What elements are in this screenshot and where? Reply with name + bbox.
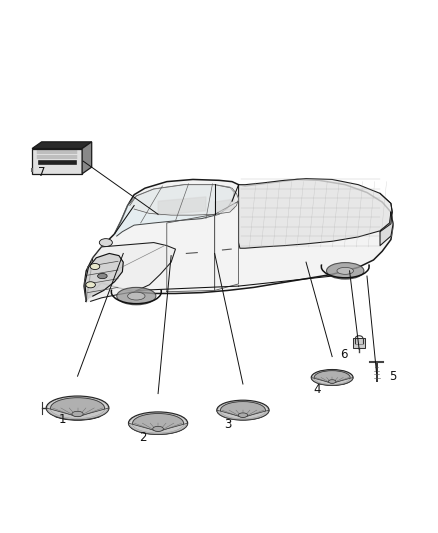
Ellipse shape — [133, 414, 184, 433]
Ellipse shape — [51, 398, 105, 418]
Ellipse shape — [117, 287, 156, 305]
Ellipse shape — [99, 239, 113, 246]
Ellipse shape — [238, 413, 247, 417]
Ellipse shape — [311, 369, 353, 385]
Polygon shape — [46, 408, 109, 420]
Polygon shape — [115, 184, 234, 236]
Ellipse shape — [326, 263, 364, 279]
Polygon shape — [85, 254, 123, 299]
Polygon shape — [311, 377, 353, 385]
Polygon shape — [84, 180, 393, 301]
Polygon shape — [82, 142, 92, 174]
Polygon shape — [217, 410, 269, 420]
Ellipse shape — [337, 268, 353, 274]
Bar — [32, 149, 82, 174]
Text: 6: 6 — [341, 348, 348, 361]
Polygon shape — [86, 243, 176, 301]
Ellipse shape — [72, 411, 83, 417]
Polygon shape — [158, 197, 206, 215]
Bar — [38, 160, 76, 165]
Text: 4: 4 — [314, 383, 321, 395]
Ellipse shape — [127, 292, 145, 300]
Polygon shape — [32, 142, 92, 149]
Text: 1: 1 — [59, 413, 66, 426]
Ellipse shape — [98, 273, 107, 279]
Ellipse shape — [128, 412, 187, 434]
Text: 7: 7 — [38, 166, 45, 180]
Polygon shape — [128, 423, 187, 434]
Ellipse shape — [217, 400, 269, 420]
Polygon shape — [380, 212, 393, 246]
Bar — [353, 338, 365, 348]
Text: 2: 2 — [139, 431, 147, 443]
Ellipse shape — [314, 370, 350, 384]
Ellipse shape — [153, 426, 163, 431]
Polygon shape — [130, 184, 239, 215]
Ellipse shape — [46, 396, 109, 420]
Text: 5: 5 — [389, 370, 397, 383]
Polygon shape — [239, 179, 392, 248]
Polygon shape — [215, 199, 234, 212]
Ellipse shape — [220, 401, 265, 418]
Text: 3: 3 — [224, 417, 231, 431]
Ellipse shape — [86, 282, 95, 288]
Ellipse shape — [328, 379, 336, 383]
Ellipse shape — [90, 263, 100, 270]
